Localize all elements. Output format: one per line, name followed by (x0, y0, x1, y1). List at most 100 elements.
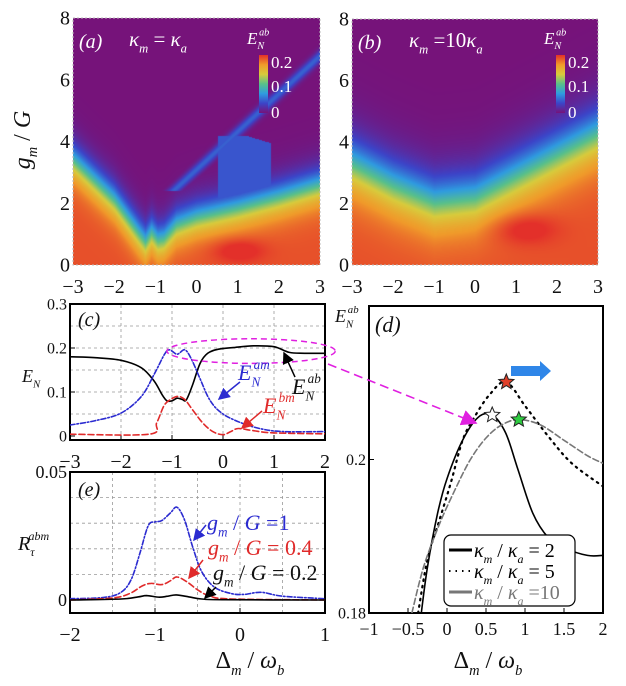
x-tick-label: 0 (443, 619, 452, 639)
x-tick-label: 2 (552, 276, 562, 298)
y-tick-label: 0 (339, 255, 349, 277)
y-tick-label: 2 (339, 193, 349, 215)
x-tick-label: 1 (269, 451, 279, 473)
series-line-d-2 (411, 418, 603, 613)
x-tick-label: 0 (235, 624, 245, 646)
y-tick-label: 0.1 (47, 384, 67, 401)
y-tick-label: 0.2 (47, 340, 67, 357)
series-label-am: ENam (237, 357, 270, 390)
y-tick-label: 4 (339, 132, 349, 154)
heatmap-a (73, 18, 320, 265)
colorbar-tick-label: 0.1 (271, 77, 292, 96)
panel-label-c: (c) (78, 309, 101, 331)
star-marker-0 (483, 405, 502, 423)
x-tick-label: 1.5 (553, 619, 576, 639)
x-tick-label: 2 (320, 451, 330, 473)
series-line-e-1 (70, 576, 325, 601)
y-tick-label: 2 (60, 193, 70, 215)
x-tick-label: 1 (320, 624, 330, 646)
x-tick-label: 1 (233, 276, 243, 298)
series-label-g04: gm / G = 0.4 (208, 535, 312, 565)
series-label-bm: ENbm (262, 390, 295, 423)
annotation-arrow-ab (282, 351, 296, 378)
x-tick-label: 1 (511, 276, 521, 298)
series-line-e-2 (70, 594, 325, 601)
y-tick-label: 6 (339, 70, 349, 92)
x-tick-label: −2 (382, 276, 403, 298)
x-tick-label: −1 (423, 276, 444, 298)
x-tick-label: −2 (110, 451, 131, 473)
highlight-ellipse (166, 338, 336, 365)
x-tick-label: −3 (59, 451, 80, 473)
y-axis-label-a: gm / G (10, 111, 41, 169)
plot-frame-c (69, 303, 326, 441)
panel-label-e: (e) (78, 479, 101, 501)
series-label-g02: gm / G = 0.2 (213, 560, 317, 590)
annotation-arrow-am (217, 381, 241, 400)
y-tick-label: 0.2 (346, 452, 366, 469)
x-tick-label: 0 (470, 276, 480, 298)
legend-box (443, 534, 576, 607)
annotation-arrow-g1 (193, 524, 207, 542)
x-tick-label: 2 (599, 619, 608, 639)
legend-label-2: κm / κa =10 (474, 582, 560, 608)
y-tick-label: 0.18 (338, 605, 366, 622)
x-tick-label: −1 (359, 619, 378, 639)
panel-label-a: (a) (79, 31, 103, 53)
y-tick-label: 0 (58, 590, 67, 610)
plot-frame-a (72, 17, 321, 266)
shift-arrow-icon (511, 361, 551, 381)
panel-label-d: (d) (375, 312, 401, 337)
y-axis-label-d: ENab (334, 304, 359, 330)
x-tick-label: −1 (161, 451, 182, 473)
colorbar-a (259, 55, 268, 113)
annotation-arrow-g02 (203, 586, 217, 600)
legend-label-0: κm / κa = 2 (474, 540, 555, 566)
colorbar-b (556, 55, 565, 113)
y-tick-label: 8 (339, 9, 349, 31)
colorbar-tick-label: 0.2 (271, 53, 292, 72)
series-label-ab: ENab (291, 371, 321, 404)
x-tick-label: −3 (62, 276, 83, 298)
x-tick-label: 3 (593, 276, 603, 298)
y-tick-label: 8 (60, 8, 70, 30)
x-tick-label: −2 (59, 624, 80, 646)
colorbar-tick-label: 0 (568, 103, 577, 122)
panel-annotation-b: κm =10κa (409, 28, 483, 56)
series-label-g1: gm / G =1 (207, 510, 289, 540)
y-axis-label-c: EN (21, 366, 41, 390)
series-line-c-0 (70, 344, 325, 403)
plot-frame-e (69, 471, 326, 614)
x-tick-label: 0 (218, 451, 228, 473)
y-tick-label: 4 (60, 131, 70, 153)
legend-label-1: κm / κa = 5 (474, 561, 555, 587)
y-tick-label: 6 (60, 69, 70, 91)
x-axis-label-d: Δm / ωb (454, 648, 523, 679)
star-marker-2 (509, 410, 528, 428)
y-axis-label-e: Rτabm (17, 529, 50, 559)
x-tick-label: 2 (274, 276, 284, 298)
colorbar-label-a: ENab (246, 28, 269, 53)
y-tick-label: 0 (59, 428, 67, 445)
x-tick-label: −0.5 (392, 619, 425, 639)
connector-arrow (327, 363, 478, 426)
colorbar-tick-label: 0.2 (568, 53, 589, 72)
panel-label-b: (b) (358, 32, 382, 54)
colorbar-tick-label: 0.1 (568, 77, 589, 96)
series-line-e-0 (70, 506, 325, 600)
x-tick-label: 1 (521, 619, 530, 639)
y-tick-label: 0.05 (36, 462, 68, 482)
x-tick-label: 3 (315, 276, 325, 298)
x-tick-label: −1 (145, 276, 166, 298)
x-tick-label: 0 (192, 276, 202, 298)
x-tick-label: 0.5 (475, 619, 498, 639)
y-tick-label: 0.3 (47, 296, 67, 313)
annotation-arrow-bm (240, 410, 263, 429)
x-tick-label: −1 (144, 624, 165, 646)
x-tick-label: −3 (341, 276, 362, 298)
plot-frame-b (351, 18, 599, 266)
x-axis-label-e: Δm / ωb (216, 648, 285, 679)
annotation-arrow-g04 (188, 559, 204, 580)
colorbar-tick-label: 0 (271, 103, 280, 122)
